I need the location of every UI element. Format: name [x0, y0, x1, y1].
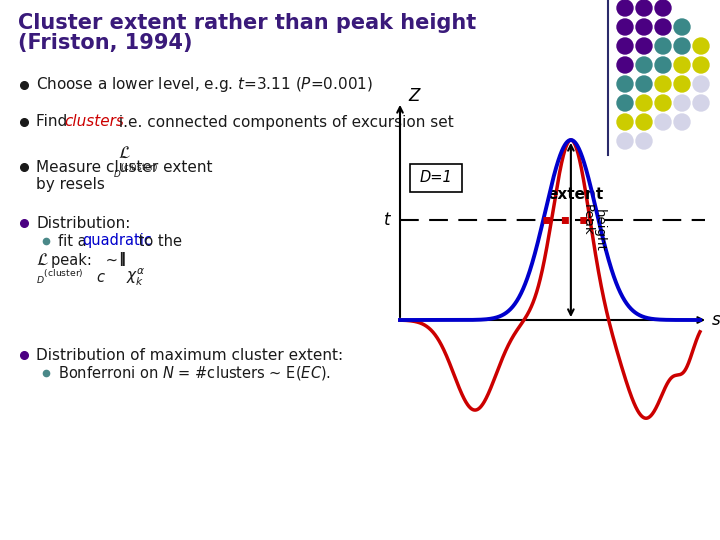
- Circle shape: [655, 76, 671, 92]
- Text: Choose a lower level, e.g. $t$=3.11 ($P$=0.001): Choose a lower level, e.g. $t$=3.11 ($P$…: [36, 76, 373, 94]
- Text: to the: to the: [134, 233, 182, 248]
- FancyBboxPatch shape: [410, 164, 462, 192]
- Circle shape: [636, 133, 652, 149]
- Circle shape: [617, 19, 633, 35]
- Circle shape: [617, 76, 633, 92]
- Circle shape: [636, 38, 652, 54]
- Circle shape: [617, 133, 633, 149]
- Text: $_D{}^{(\mathrm{cluster})}$: $_D{}^{(\mathrm{cluster})}$: [113, 162, 158, 180]
- Circle shape: [655, 0, 671, 16]
- Circle shape: [674, 95, 690, 111]
- Text: s: s: [712, 311, 720, 329]
- Text: Distribution of maximum cluster extent:: Distribution of maximum cluster extent:: [36, 348, 343, 362]
- Text: fit a: fit a: [58, 233, 91, 248]
- Circle shape: [674, 76, 690, 92]
- Circle shape: [617, 0, 633, 16]
- Text: $\chi_k^\alpha$: $\chi_k^\alpha$: [126, 266, 145, 287]
- Circle shape: [655, 57, 671, 73]
- Text: Bonferroni on $N$ = #clusters ~ E($EC$).: Bonferroni on $N$ = #clusters ~ E($EC$).: [58, 364, 331, 382]
- Circle shape: [693, 57, 709, 73]
- Circle shape: [693, 76, 709, 92]
- Text: Peak: Peak: [581, 204, 594, 236]
- Circle shape: [655, 19, 671, 35]
- Circle shape: [636, 57, 652, 73]
- Text: Distribution:: Distribution:: [36, 215, 130, 231]
- Text: (Friston, 1994): (Friston, 1994): [18, 33, 192, 53]
- Circle shape: [655, 95, 671, 111]
- Text: i.e. connected components of excursion set: i.e. connected components of excursion s…: [114, 114, 454, 130]
- Circle shape: [636, 0, 652, 16]
- Text: $_D{}^{(\mathrm{cluster})}$: $_D{}^{(\mathrm{cluster})}$: [36, 268, 84, 286]
- Circle shape: [693, 95, 709, 111]
- Text: by resels: by resels: [36, 178, 105, 192]
- Circle shape: [674, 57, 690, 73]
- Text: $c$: $c$: [96, 269, 106, 285]
- Circle shape: [636, 76, 652, 92]
- Circle shape: [674, 114, 690, 130]
- Circle shape: [636, 19, 652, 35]
- Text: quadratic: quadratic: [82, 233, 152, 248]
- Text: $\mathrm{I\!I}$: $\mathrm{I\!I}$: [118, 251, 126, 269]
- Circle shape: [617, 38, 633, 54]
- Circle shape: [617, 95, 633, 111]
- Text: Find: Find: [36, 114, 72, 130]
- Text: height: height: [593, 208, 606, 252]
- Text: peak:   ~: peak: ~: [51, 253, 118, 267]
- Text: t: t: [384, 211, 390, 229]
- Text: $\mathcal{L}$: $\mathcal{L}$: [118, 144, 131, 162]
- Text: Measure cluster extent: Measure cluster extent: [36, 159, 212, 174]
- Circle shape: [617, 114, 633, 130]
- Text: Z: Z: [408, 87, 419, 105]
- Circle shape: [674, 19, 690, 35]
- Circle shape: [636, 95, 652, 111]
- Circle shape: [674, 38, 690, 54]
- Text: extent: extent: [548, 187, 604, 202]
- Circle shape: [636, 114, 652, 130]
- Circle shape: [693, 38, 709, 54]
- Text: $\mathcal{L}$: $\mathcal{L}$: [36, 251, 49, 269]
- Text: Cluster extent rather than peak height: Cluster extent rather than peak height: [18, 13, 476, 33]
- Text: D=1: D=1: [420, 171, 452, 186]
- Circle shape: [617, 57, 633, 73]
- Text: clusters: clusters: [64, 114, 124, 130]
- Circle shape: [655, 38, 671, 54]
- Circle shape: [655, 114, 671, 130]
